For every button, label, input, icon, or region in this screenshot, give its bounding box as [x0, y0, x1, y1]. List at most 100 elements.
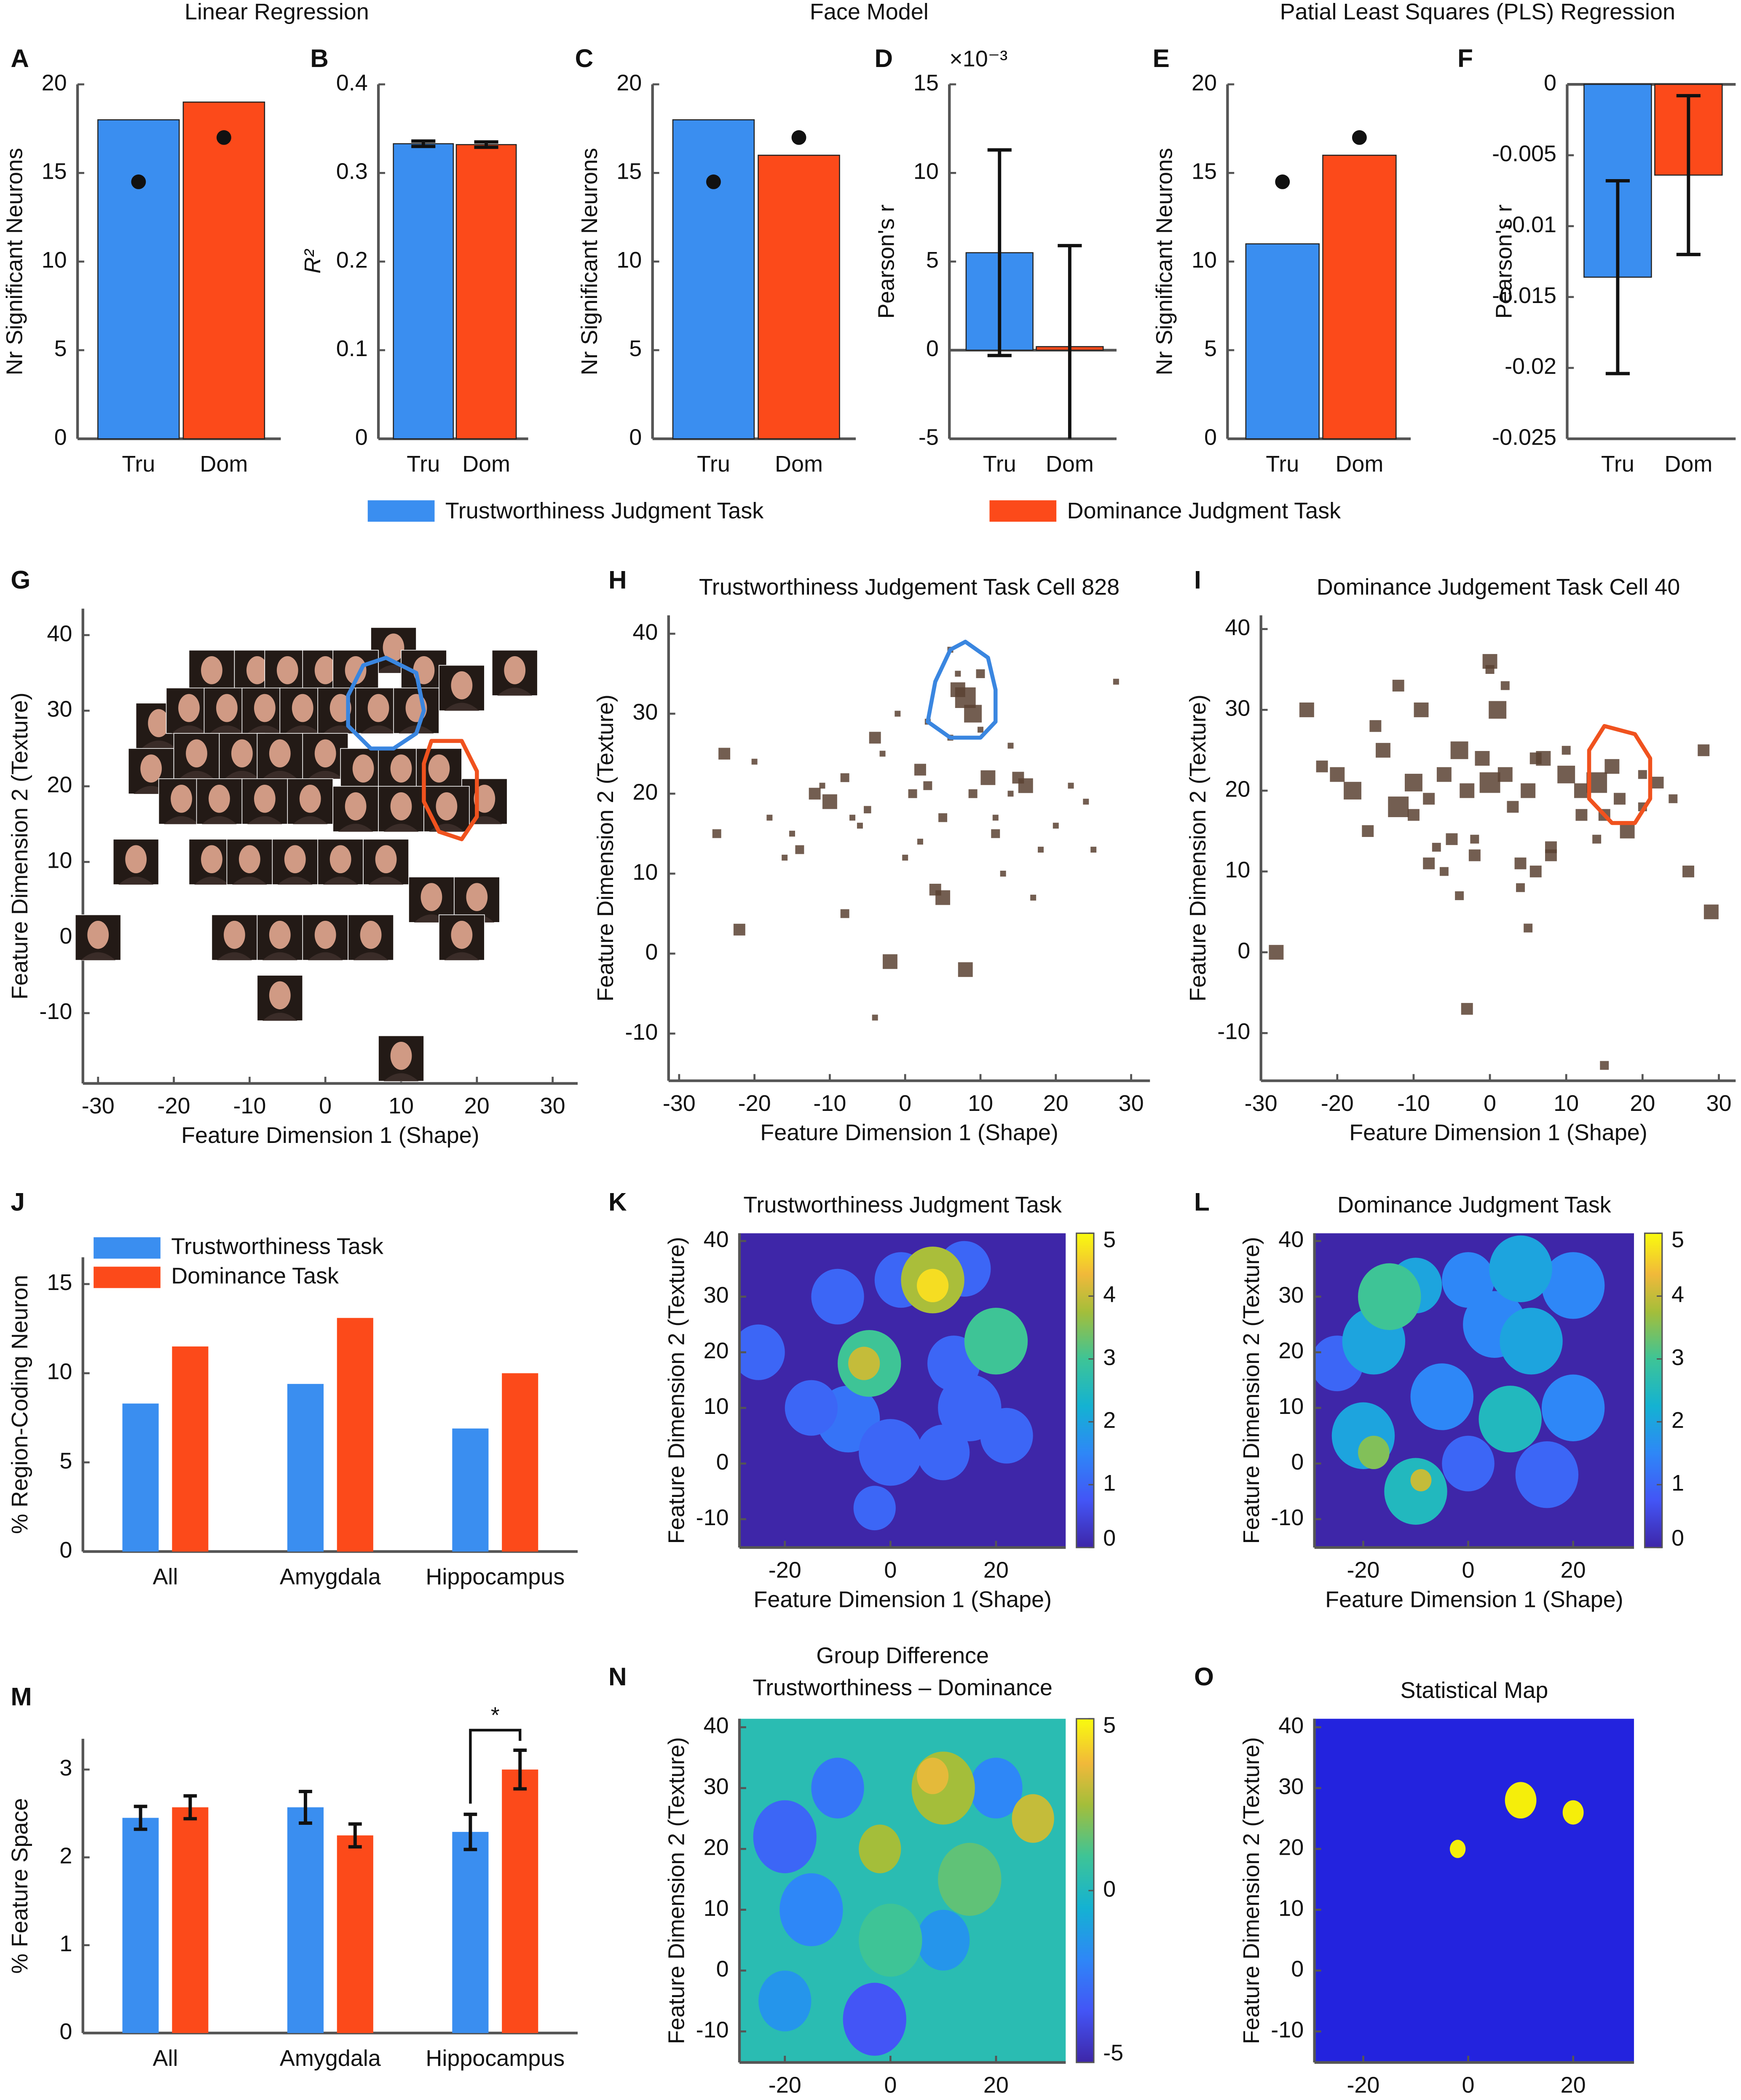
scatter-point — [1604, 759, 1620, 774]
region-outline — [422, 739, 479, 842]
y-tick-label: 10 — [704, 1896, 729, 1921]
y-tick-label: 5 — [629, 336, 642, 361]
shoulders — [194, 877, 229, 885]
scatter-point — [964, 705, 982, 723]
y-axis-label: Feature Dimension 2 (Texture) — [7, 692, 32, 999]
bar — [393, 143, 454, 440]
scatter-point — [1545, 849, 1557, 861]
scatter-point — [766, 815, 773, 821]
scatter-point — [1521, 783, 1536, 798]
scatter-point — [917, 839, 923, 845]
x-tick-label: 20 — [983, 2072, 1009, 2097]
face — [178, 694, 200, 722]
y-tick-label: 0 — [716, 1956, 729, 1982]
colorbar-tick-label: 4 — [1671, 1282, 1684, 1307]
panel: I -10 0 10 20 30 40 -30 -20 -10 0 10 20 30 Feature Dim… — [1185, 566, 1736, 1145]
panel-title: Group Difference — [816, 1643, 989, 1668]
scatter-point — [872, 1014, 878, 1021]
y-tick-label: 3 — [59, 1755, 72, 1781]
y-tick-label: 10 — [616, 247, 642, 273]
y-tick-label: -10 — [1217, 1019, 1250, 1044]
colorbar-tick-label: 2 — [1671, 1408, 1684, 1433]
y-tick-label: 10 — [42, 247, 67, 273]
x-tick-label: -20 — [738, 1091, 771, 1116]
scatter-point — [712, 829, 721, 838]
y-tick-label: 15 — [616, 159, 642, 184]
x-tick-label: -20 — [1321, 1091, 1354, 1116]
heatmap-region — [848, 1346, 880, 1380]
scatter-point — [1414, 702, 1429, 717]
x-tick-label: Tru — [1601, 451, 1634, 477]
x-tick-label: Dom — [200, 451, 248, 477]
heatmap-region — [916, 1757, 949, 1794]
scatter-point — [809, 788, 821, 800]
y-axis-label: Nr Significant Neurons — [1152, 148, 1177, 375]
heatmap-region — [1442, 1435, 1495, 1491]
heatmap-region — [1541, 1252, 1605, 1319]
panel-letter: C — [575, 44, 594, 72]
scatter-point — [923, 781, 932, 790]
scatter-point — [980, 770, 996, 785]
shoulders — [217, 952, 252, 960]
y-tick-label: 0.3 — [336, 159, 368, 184]
scatter-point — [978, 727, 983, 733]
face-thumbnail — [257, 975, 303, 1021]
x-tick-label: 0 — [884, 1557, 897, 1582]
y-tick-label: 10 — [47, 848, 72, 873]
heatmap-region — [938, 1843, 1002, 1916]
shoulders — [232, 877, 267, 885]
annotation: * — [491, 1703, 500, 1728]
y-tick-label: 30 — [1278, 1282, 1304, 1308]
face — [269, 920, 291, 949]
heatmap-region — [1384, 1458, 1447, 1525]
scatter-point — [1038, 847, 1044, 853]
error-bar — [474, 140, 498, 149]
y-tick-label: 5 — [59, 1448, 72, 1473]
section-title: Face Model — [810, 0, 929, 24]
scatter-point — [1000, 871, 1006, 877]
y-tick-label: 20 — [42, 70, 67, 95]
scatter-point — [992, 815, 999, 821]
panel-title: Trustworthiness Judgement Task Cell 828 — [699, 574, 1120, 600]
y-tick-label: 0 — [1237, 938, 1250, 963]
y-tick-label: 40 — [1278, 1227, 1304, 1252]
shoulders — [118, 877, 153, 885]
panel-letter: A — [11, 44, 29, 72]
y-axis-label: % Region-Coding Neuron — [7, 1275, 32, 1534]
scatter-point — [1698, 744, 1710, 756]
heatmap-region — [1442, 1252, 1495, 1308]
shoulders — [247, 816, 282, 824]
shoulders — [444, 703, 479, 711]
x-tick-label: -10 — [1397, 1091, 1430, 1116]
y-tick-label: 0 — [59, 2019, 72, 2044]
heatmap-background — [1314, 1719, 1634, 2062]
x-tick-label: 10 — [388, 1093, 414, 1118]
face-thumbnail — [439, 914, 485, 961]
scatter-point — [1500, 681, 1510, 690]
panel-letter: E — [1153, 44, 1170, 72]
y-tick-label: 10 — [1278, 1394, 1304, 1419]
scatter-point — [1432, 842, 1441, 852]
x-tick-label: Tru — [407, 451, 440, 477]
y-tick-label: 30 — [704, 1774, 729, 1799]
scatter-point — [1514, 857, 1527, 869]
y-tick-label: 20 — [616, 70, 642, 95]
face-thumbnail — [226, 839, 273, 885]
error-bar — [463, 1813, 477, 1851]
face — [148, 709, 169, 738]
scatter-point — [1436, 767, 1452, 782]
scatter-point — [935, 890, 951, 905]
x-tick-label: 20 — [464, 1093, 490, 1118]
x-axis-label: Feature Dimension 1 (Shape) — [753, 1587, 1052, 1612]
y-axis-label: Feature Dimension 2 (Texture) — [664, 1237, 689, 1544]
scatter-point — [1068, 783, 1074, 789]
scatter-point — [1369, 720, 1382, 732]
y-axis-label: Feature Dimension 2 (Texture) — [593, 695, 618, 1001]
y-tick-label: -10 — [1271, 1505, 1304, 1530]
shoulders — [383, 823, 419, 832]
face — [299, 785, 321, 813]
face-thumbnail — [332, 786, 379, 832]
heatmap — [739, 1719, 1066, 2062]
y-tick-label: 0.2 — [336, 247, 368, 273]
